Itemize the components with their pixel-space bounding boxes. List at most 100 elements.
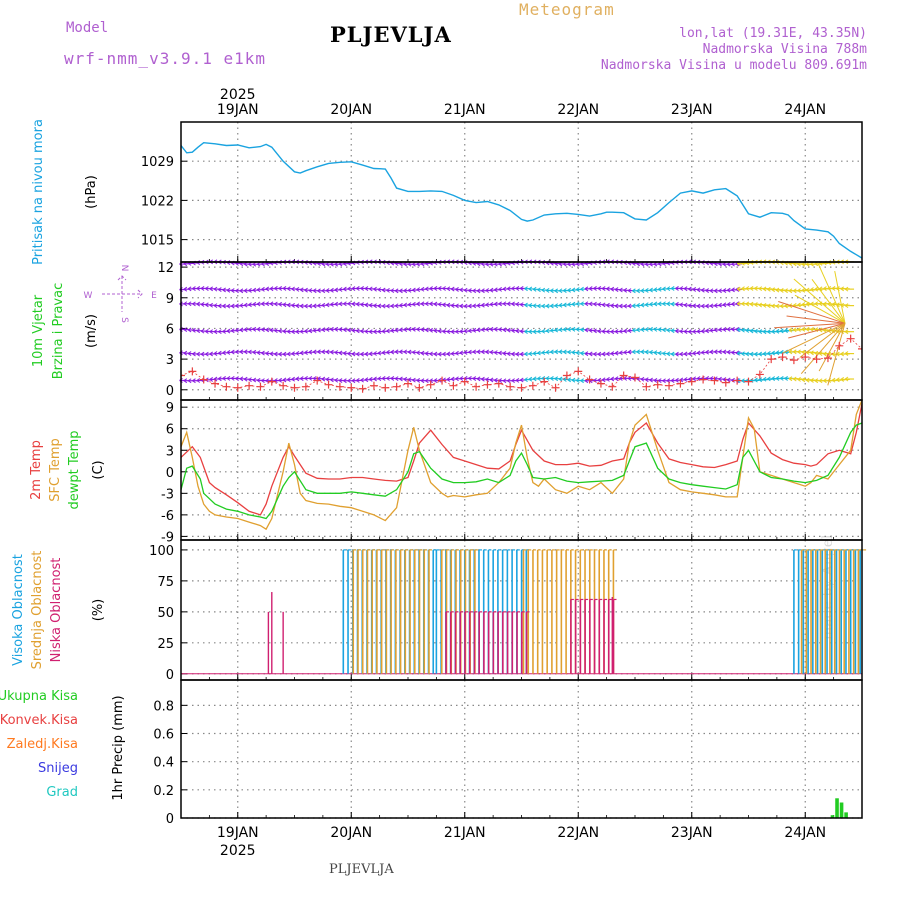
wind-arrow-head: [736, 327, 741, 333]
temp-ylabel: 2m Temp: [29, 440, 44, 500]
wind-arrow-head: [287, 351, 291, 357]
wind-arrow-head: [775, 303, 780, 309]
wind-arrow-head: [788, 288, 793, 294]
wind-arrow-head: [784, 288, 788, 294]
wind-arrow-head: [239, 376, 244, 382]
x-date-label-top: 23JAN: [671, 102, 713, 118]
wind-arrow-head: [360, 302, 364, 307]
wind-arrow-head: [364, 351, 369, 357]
x-year-label-top: 2025: [220, 87, 256, 103]
wind-arrow-head: [507, 301, 511, 307]
wind-arrow-head: [369, 329, 373, 335]
wind-arrow-head: [403, 376, 408, 382]
wind-arrow-head: [248, 326, 252, 332]
wind-arrow-head: [256, 287, 261, 293]
wind-arrow-head: [749, 351, 754, 357]
wind-arrow-head: [489, 377, 494, 383]
wind-arrow-head: [489, 326, 494, 332]
wind-arrow-head: [468, 349, 472, 355]
wind-arrow-head: [658, 301, 662, 307]
wind-arrow-head: [670, 378, 675, 383]
y-tick-label: 3: [166, 353, 174, 368]
wind-arrow-head: [588, 327, 593, 333]
wind-arrow-head: [502, 327, 507, 333]
wind-arrow-head: [338, 327, 343, 332]
wind-arrow-head: [653, 326, 658, 332]
wind-arrow-head: [300, 376, 304, 381]
wind-arrow-head: [459, 376, 464, 381]
wind-arrow-head: [554, 349, 559, 355]
wind-arrow-head: [511, 301, 515, 307]
wind-speed-marker: [199, 375, 208, 384]
wind-arrow-head: [606, 376, 610, 382]
wind-arrow-head: [239, 288, 244, 294]
x-date-label-bottom: 21JAN: [444, 825, 486, 841]
wind-arrow-head: [588, 301, 593, 307]
wind-arrow-head: [308, 328, 313, 334]
precip-legend-label: Zaledj.Kisa: [7, 737, 78, 752]
wind-arrow-head: [386, 303, 390, 309]
wind-arrow-head: [472, 288, 477, 294]
wind-arrow-head: [550, 349, 554, 355]
wind-arrow-head: [425, 378, 429, 384]
wind-arrow-head: [274, 378, 278, 384]
wind-arrow-head: [610, 376, 615, 382]
wind-arrow-head: [696, 376, 701, 381]
wind-arrow-head: [709, 288, 714, 294]
wind-arrow-head: [429, 327, 433, 333]
wind-arrow-head: [619, 350, 623, 356]
wind-speed-marker: [619, 371, 628, 380]
wind-speed-marker: [608, 382, 617, 391]
wind-arrow-head: [373, 376, 377, 382]
wind-arrow-head: [183, 327, 188, 333]
wind-arrow-head: [666, 327, 671, 333]
wind-arrow-head: [282, 286, 287, 291]
wind-arrow-head: [597, 328, 602, 334]
wind-arrow-head: [636, 327, 640, 333]
wind-arrow-head: [537, 329, 541, 334]
compass-w-label: W: [84, 291, 93, 301]
wind-arrow-head: [481, 288, 485, 294]
wind-arrow-head: [269, 286, 274, 292]
wind-arrow-head: [399, 327, 403, 333]
wind-speed-marker: [211, 379, 220, 388]
wind-arrow-head: [593, 328, 597, 334]
wind-arrow-head: [438, 328, 442, 334]
wind-arrow-head: [330, 326, 334, 332]
wind-arrow-head: [558, 349, 563, 355]
wind-arrow-head: [209, 377, 214, 382]
wind-arrow-head: [567, 377, 571, 383]
wind-arrow-head: [399, 302, 403, 308]
wind-arrow-head: [390, 349, 395, 355]
wind-arrow-head: [762, 302, 767, 308]
wind-arrow-head: [714, 288, 718, 294]
wind-arrow-head: [558, 327, 563, 333]
wind-arrow-head: [754, 286, 758, 291]
wind-arrow-head: [515, 285, 520, 291]
wind-arrow-head: [502, 286, 507, 292]
wind-arrow-head: [481, 327, 485, 333]
wind-arrow-head: [416, 326, 421, 332]
wind-arrow-head: [653, 301, 658, 307]
y-tick-label: 3: [166, 444, 174, 459]
wind-arrow-head: [489, 287, 494, 293]
wind-arrow-head: [243, 349, 248, 355]
wind-arrow-head: [420, 286, 425, 292]
wind-arrow-head: [532, 329, 537, 335]
wind-arrow-head: [485, 288, 490, 293]
wind-arrow-head: [489, 301, 494, 307]
wind-arrow-head: [688, 303, 692, 308]
wind-arrow-head: [537, 350, 541, 356]
wind-arrow-head: [545, 349, 550, 355]
wind-arrow-head: [330, 377, 334, 383]
wind-arrow-head: [407, 326, 412, 332]
wind-arrow-head: [403, 327, 408, 332]
wind-arrow-head: [683, 329, 688, 335]
wind-speed-marker: [676, 379, 685, 388]
wind-arrow-head: [351, 351, 356, 357]
wind-arrow-head: [567, 326, 571, 332]
wind-arrow-head: [429, 351, 433, 357]
wind-arrow-head: [239, 349, 244, 355]
wind-arrow-head: [511, 328, 515, 333]
wind-arrow-head: [801, 302, 806, 307]
